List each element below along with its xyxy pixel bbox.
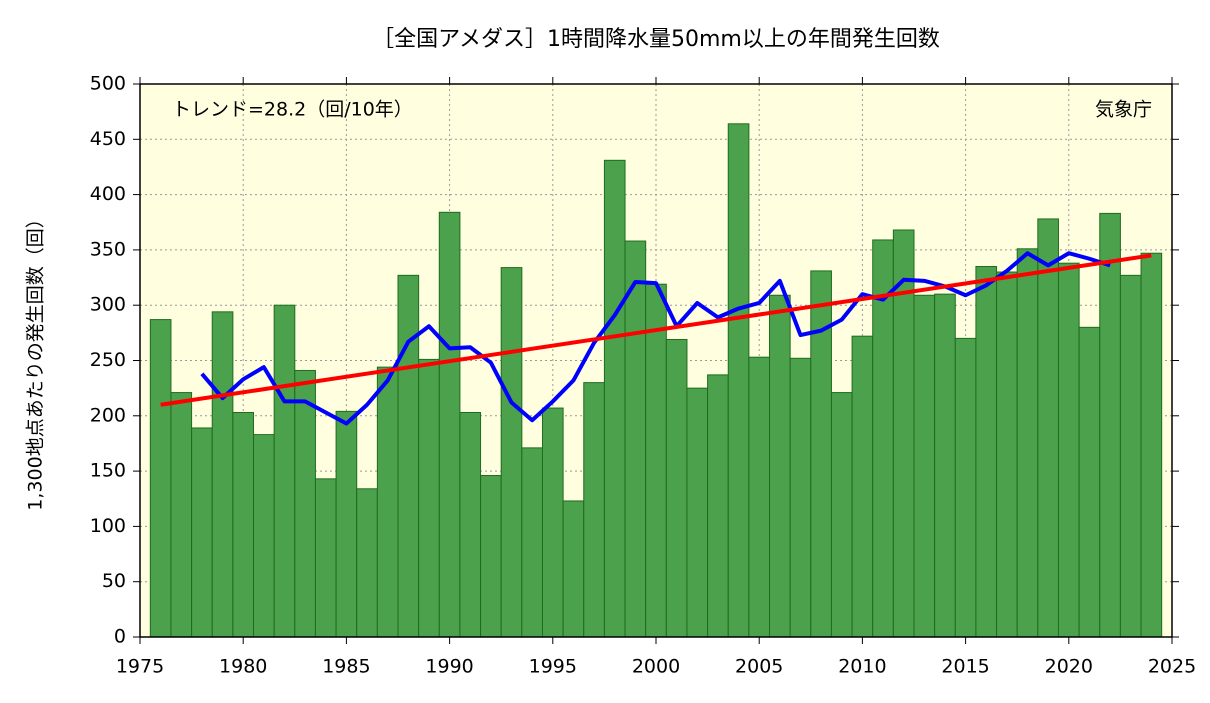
bar [1099, 212, 1121, 638]
y-tick-label: 50 [102, 570, 126, 592]
annotation: 気象庁 [1095, 99, 1152, 121]
bar [253, 434, 275, 638]
bar [356, 488, 378, 638]
bar [149, 319, 172, 638]
line [160, 253, 1152, 407]
y-tick-label: 400 [90, 183, 126, 205]
bar [665, 338, 688, 638]
bar [480, 475, 502, 638]
bar [232, 411, 255, 638]
bar [603, 159, 626, 638]
bar [769, 294, 791, 638]
y-tick-label: 0 [114, 626, 126, 648]
bar [1016, 248, 1039, 638]
y-tick-label: 450 [90, 128, 126, 150]
x-tick-label: 2025 [1148, 656, 1196, 678]
y-tick-label: 100 [90, 515, 126, 537]
bar [851, 335, 874, 638]
bar [686, 387, 709, 638]
x-tick-label: 2020 [1045, 656, 1093, 678]
bar [273, 304, 296, 638]
bar [1140, 252, 1163, 638]
bar [418, 358, 440, 638]
x-tick-label: 1985 [322, 656, 370, 678]
annotation: トレンド=28.2（回/10年） [172, 99, 413, 121]
bar [707, 374, 729, 638]
bar [727, 123, 750, 638]
bar [645, 283, 667, 638]
bar [1037, 218, 1059, 638]
y-tick-label: 200 [90, 404, 126, 426]
bar [1078, 326, 1101, 638]
bar [314, 478, 337, 638]
bar [191, 427, 213, 638]
y-tick-label: 300 [90, 294, 126, 316]
bar [562, 500, 585, 638]
x-tick-label: 1995 [529, 656, 577, 678]
bar [438, 211, 461, 638]
bar [913, 294, 936, 638]
x-tick-label: 2015 [941, 656, 989, 678]
x-tick-label: 2005 [735, 656, 783, 678]
bar [975, 265, 998, 638]
bar [376, 366, 399, 638]
bar [748, 356, 771, 638]
x-tick-label: 1980 [219, 656, 267, 678]
bar [996, 271, 1018, 638]
bar [211, 311, 234, 638]
bar [459, 411, 482, 638]
bar [934, 293, 956, 638]
x-tick-label: 1990 [425, 656, 473, 678]
y-tick-label: 250 [90, 349, 126, 371]
y-tick-label: 350 [90, 238, 126, 260]
bar [830, 392, 853, 638]
x-tick-label: 2000 [632, 656, 680, 678]
y-axis-label: 1,300地点あたりの発生回数（回） [25, 209, 47, 510]
y-tick-label: 500 [90, 73, 126, 95]
bar [500, 267, 523, 638]
bar [789, 357, 812, 638]
bar [1119, 274, 1142, 638]
bar [397, 274, 420, 638]
x-tick-label: 2010 [838, 656, 886, 678]
bar [170, 392, 193, 638]
y-tick-label: 150 [90, 460, 126, 482]
bar [294, 369, 316, 638]
bar [583, 382, 605, 638]
bar [521, 447, 543, 638]
bar [624, 240, 647, 638]
x-tick-label: 1975 [116, 656, 164, 678]
chart-title: ［全国アメダス］1時間降水量50mm以上の年間発生回数 [372, 27, 940, 52]
line [200, 251, 1111, 426]
bar [954, 337, 977, 638]
bar [335, 410, 358, 638]
bar [1057, 262, 1080, 638]
bar [541, 407, 564, 638]
